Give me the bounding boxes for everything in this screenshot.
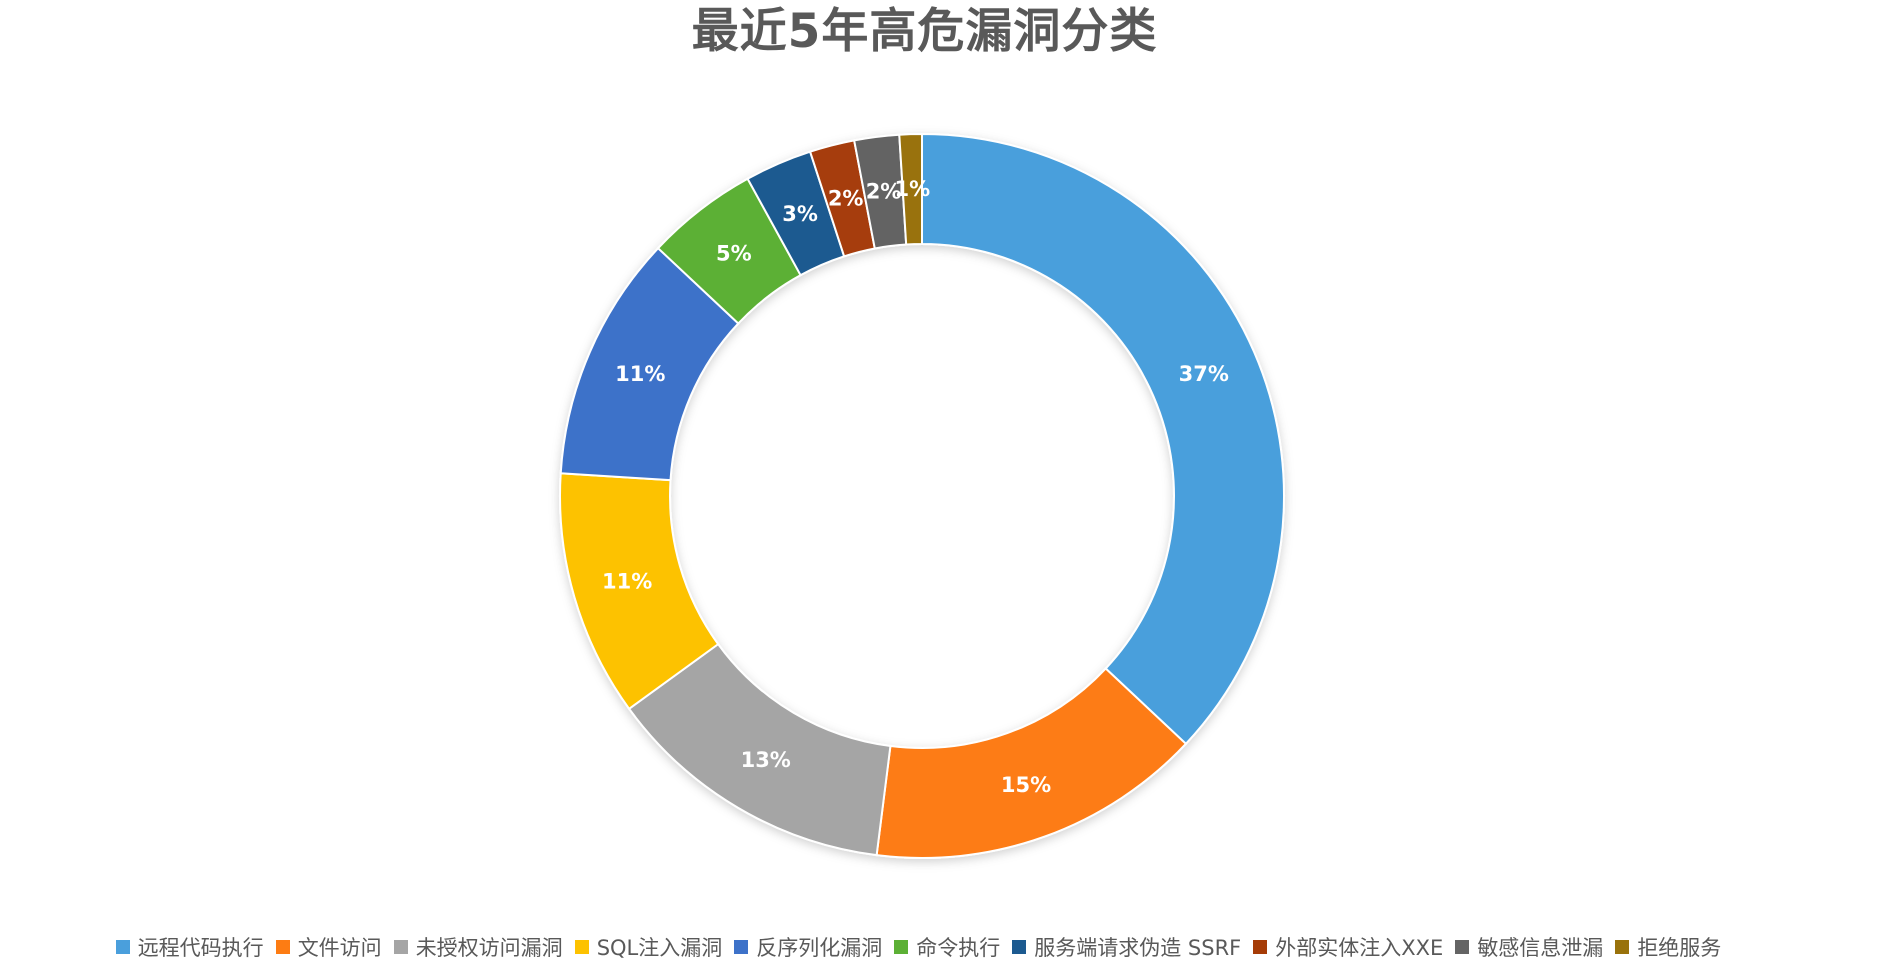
legend-item: 敏感信息泄漏: [1455, 932, 1603, 962]
slice-percent-label: 2%: [866, 179, 902, 203]
legend-item: 外部实体注入XXE: [1253, 932, 1443, 962]
legend-item: SQL注入漏洞: [574, 932, 723, 962]
slice-percent-label: 5%: [716, 241, 752, 265]
legend-label: 敏感信息泄漏: [1477, 936, 1604, 960]
legend-label: 文件访问: [297, 936, 382, 960]
slice-percent-label: 13%: [741, 748, 791, 772]
legend-item: 未授权访问漏洞: [393, 932, 563, 962]
legend-swatch: [115, 940, 130, 954]
legend-swatch: [1253, 940, 1268, 954]
donut-slices: [559, 132, 1285, 859]
slice-percent-label: 1%: [895, 177, 931, 201]
legend-label: SQL注入漏洞: [596, 936, 723, 960]
slice-percent-label: 37%: [1179, 362, 1229, 386]
legend-label: 拒绝服务: [1637, 936, 1722, 960]
chart-legend: 远程代码执行 文件访问 未授权访问漏洞 SQL注入漏洞 反序列化漏洞 命令执行 服务端请求伪…: [0, 932, 1849, 962]
legend-label: 服务端请求伪造 SSRF: [1034, 936, 1242, 960]
legend-label: 反序列化漏洞: [756, 936, 883, 960]
legend-swatch: [393, 940, 408, 954]
legend-swatch: [894, 940, 909, 954]
legend-swatch: [1012, 940, 1027, 954]
legend-item: 拒绝服务: [1615, 932, 1721, 962]
legend-label: 外部实体注入XXE: [1275, 936, 1444, 960]
legend-swatch: [275, 940, 290, 954]
donut-chart: 37%15%13%11%11%5%3%2% 2%1%: [559, 132, 1285, 859]
legend-swatch: [1615, 940, 1630, 954]
legend-item: 文件访问: [275, 932, 382, 962]
legend-item: 命令执行: [894, 932, 1000, 962]
donut-slice-9: [898, 132, 923, 246]
legend-swatch: [574, 940, 589, 954]
legend-item: 反序列化漏洞: [734, 932, 882, 962]
chart-title: 最近5年高危漏洞分类: [691, 4, 1158, 59]
legend-item: 服务端请求伪造 SSRF: [1012, 932, 1241, 962]
slice-percent-label: 2%: [828, 187, 864, 211]
legend-label: 命令执行: [916, 936, 1001, 960]
slice-percent-label: 11%: [615, 362, 665, 386]
legend-swatch: [1455, 940, 1470, 954]
donut-slice-0: [921, 132, 1285, 746]
legend-swatch: [734, 940, 749, 954]
donut-slice-labels: 37%15%13%11%11%5%3%2% 2%1%: [602, 177, 1229, 797]
slice-percent-label: 11%: [602, 570, 652, 594]
legend-label: 远程代码执行: [137, 936, 264, 960]
legend-label: 未授权访问漏洞: [415, 936, 563, 960]
slice-percent-label: 3%: [782, 202, 818, 226]
slice-percent-label: 15%: [1001, 773, 1051, 797]
legend-item: 远程代码执行: [115, 932, 264, 962]
